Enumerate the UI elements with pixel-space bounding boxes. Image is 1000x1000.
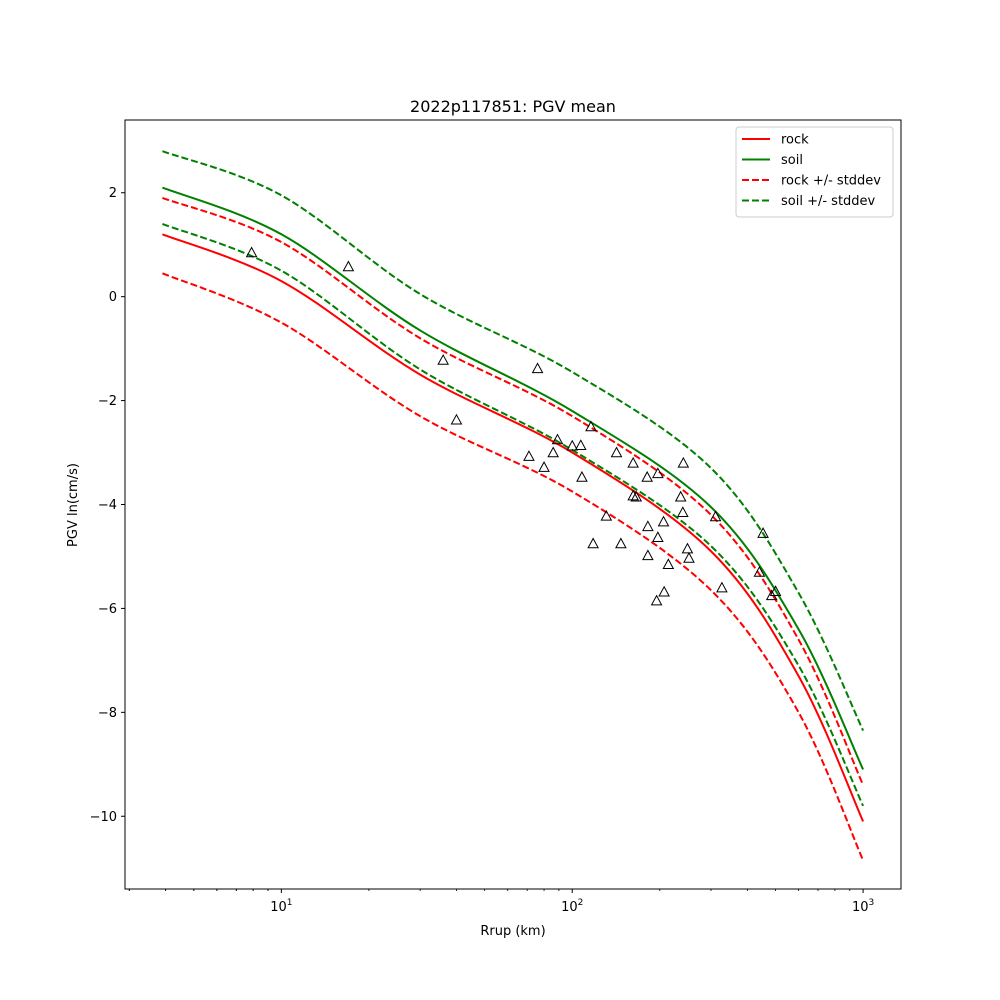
y-tick-label: 2 [109,186,117,201]
observation-point [662,558,675,570]
observation-point [576,470,588,482]
observation-point [658,585,670,597]
observation-point [547,446,560,458]
observation-point [531,362,544,374]
observation-point [627,456,640,468]
observation-point [652,531,664,542]
series-line-soil-1 [162,186,864,770]
observation-point [630,490,643,502]
observation-point [642,520,654,532]
observation-point [716,581,728,593]
observation-point [538,461,550,472]
observation-point [437,354,450,365]
y-tick-label: 0 [109,290,117,305]
legend-label: soil [781,153,803,168]
observation-point [674,490,687,502]
observation-point [769,585,782,597]
legend: rock soil rock +/- stddev soil +/- stddev [735,126,894,218]
chart-title: 2022p117851: PGV mean [410,97,616,116]
observation-point [245,246,258,258]
observation-point [566,439,579,451]
x-axis: 101 102 103 [128,889,874,915]
observation-point [652,467,664,479]
series-line-rock-stddev-2 [162,197,865,786]
y-axis: 2 0 −2 −4 −6 −8 −10 [90,186,125,825]
observation-point [753,565,766,577]
y-tick-label: −4 [98,498,117,513]
x-tick-label: 102 [561,898,583,915]
observation-point [642,549,654,561]
observation-point [574,439,587,451]
observation-point [610,446,623,458]
observation-point [677,456,690,468]
x-tick-label: 103 [852,898,874,915]
x-axis-label: Rrup (km) [480,924,545,939]
observation-point [650,594,663,606]
legend-label: rock +/- stddev [781,174,881,189]
observation-point [450,413,463,425]
y-tick-label: −10 [90,810,117,825]
series-line-soil-stddev-4 [162,150,864,731]
legend-box [735,126,894,218]
legend-label: soil +/- stddev [781,194,876,209]
observation-point [757,527,769,538]
legend-label: rock [781,133,809,148]
observation-point [627,489,640,501]
y-tick-label: −6 [98,602,117,617]
observation-point [676,506,689,518]
observation-point [600,509,613,521]
observation-point [681,542,694,554]
y-axis-label: PGV ln(cm/s) [66,463,81,547]
y-tick-label: −8 [98,706,117,721]
observation-point [641,470,654,482]
observation-point [585,420,597,432]
series-line-rock-0 [162,233,865,822]
observation-point [551,433,564,445]
observation-point [615,537,627,549]
series-line-rock-stddev-3 [162,272,865,861]
observation-point [709,510,722,522]
observation-point [342,260,355,272]
observation-point [587,537,599,549]
observation-point [657,515,670,527]
observation-point [523,450,535,461]
y-tick-label: −2 [98,394,117,409]
observation-point [683,551,695,563]
x-tick-label: 101 [270,898,292,915]
